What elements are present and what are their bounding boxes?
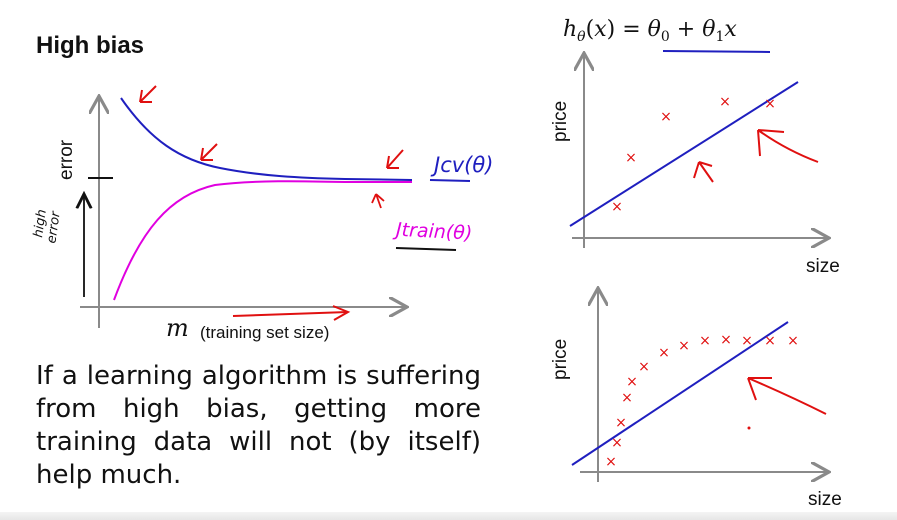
- bottom-point: ×: [764, 333, 776, 349]
- bottom-point: ×: [615, 415, 627, 431]
- bottom-point: ×: [720, 332, 732, 348]
- top-point: ×: [625, 150, 637, 166]
- bottom-point: ×: [621, 390, 633, 406]
- top-plot-fit-line: [569, 81, 799, 227]
- bottom-point: ×: [699, 333, 711, 349]
- bottom-point: ×: [638, 359, 650, 375]
- x-axis-red-arrowhead: [332, 305, 351, 321]
- bottom-scatter-plot: price size × × × × × × × × × × × × ×: [550, 290, 842, 510]
- jtrain-curve: [113, 180, 412, 301]
- hypothesis-h: h: [563, 17, 577, 42]
- jtrain-label-underline: [395, 247, 457, 251]
- slide-title: High bias: [36, 32, 145, 59]
- bottom-point: ×: [611, 435, 623, 451]
- bottom-plot-y-label: price: [550, 339, 571, 380]
- bottom-plot-fit-line: [571, 321, 789, 466]
- hypothesis-formula: hθ(x) = θ0 + θ1x: [563, 17, 737, 45]
- top-point: ×: [660, 109, 672, 125]
- bottom-plot-points: × × × × × × × × × × × × ×: [605, 332, 799, 470]
- high-error-note: high error: [31, 204, 65, 244]
- top-plot-red-arrow-large: [757, 129, 819, 163]
- top-plot-points: × × × × ×: [611, 94, 776, 215]
- x-axis-red-arrow: [232, 311, 349, 317]
- hypothesis-theta0: θ: [648, 17, 661, 42]
- top-plot-y-label: price: [550, 101, 571, 142]
- learning-curve-x-label-var: m: [166, 314, 189, 342]
- bottom-point: ×: [787, 333, 799, 349]
- top-scatter-plot: price size × × × × ×: [550, 55, 840, 277]
- red-arrow-2: [200, 143, 218, 161]
- hypothesis-h-sub: θ: [577, 29, 586, 45]
- top-point: ×: [764, 96, 776, 112]
- red-arrow-1: [139, 85, 157, 103]
- learning-curve-y-label: error: [56, 139, 77, 180]
- hypothesis-theta1-sub: 1: [715, 29, 724, 45]
- jcv-label-underline: [429, 179, 471, 182]
- jtrain-label: Jtrain(θ): [391, 219, 472, 245]
- hypothesis-block: hθ(x) = θ0 + θ1x: [563, 17, 771, 53]
- hypothesis-theta0-sub: 0: [661, 29, 670, 45]
- top-plot-red-arrow-small: [693, 161, 714, 183]
- bottom-point: ×: [626, 374, 638, 390]
- high-error-note-line2: error: [44, 209, 64, 244]
- bottom-point: ×: [678, 338, 690, 354]
- bottom-point: ×: [741, 333, 753, 349]
- jcv-curve: [120, 97, 413, 181]
- hypothesis-x: x: [594, 17, 607, 42]
- bottom-point: ×: [605, 454, 617, 470]
- learning-curve-x-label-text: (training set size): [200, 323, 329, 342]
- hypothesis-plus: +: [670, 17, 702, 42]
- top-plot-x-label: size: [806, 256, 840, 277]
- red-arrow-4: [371, 193, 385, 209]
- bottom-point: ×: [658, 345, 670, 361]
- slide-body-text: If a learning algorithm is suffering fro…: [36, 361, 481, 490]
- learning-curve-plot: error m (training set size) high error: [31, 85, 493, 342]
- top-point: ×: [719, 94, 731, 110]
- hypothesis-x2: x: [724, 17, 737, 42]
- top-point: ×: [611, 199, 623, 215]
- hypothesis-underline: [662, 50, 771, 53]
- hypothesis-eq: ) =: [607, 17, 648, 42]
- hypothesis-x-arg: (: [586, 17, 595, 42]
- bottom-plot-red-dot: [747, 426, 751, 430]
- high-error-note-line1: high: [31, 208, 50, 238]
- jcv-label: Jcv(θ): [430, 153, 493, 177]
- red-arrow-3: [386, 149, 404, 169]
- bottom-plot-red-arrow: [747, 377, 827, 415]
- bottom-strip: [0, 512, 897, 520]
- bottom-plot-x-label: size: [808, 489, 842, 510]
- hypothesis-theta1: θ: [702, 17, 715, 42]
